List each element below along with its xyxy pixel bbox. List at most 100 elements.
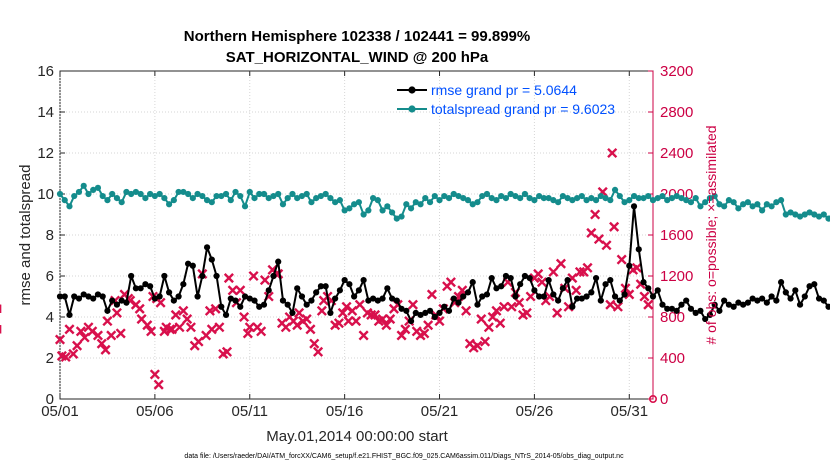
- rmse-point-154: [787, 295, 794, 302]
- obs_assimilated-marker-153: [612, 301, 623, 312]
- totalspread-point-106: [559, 192, 566, 200]
- rmse-point-45: [270, 272, 277, 280]
- rmse-series: [56, 203, 830, 325]
- rmse-point-25: [175, 293, 182, 300]
- obs_assimilated-marker-57: [256, 326, 267, 337]
- obs_assimilated-marker-112-stroke-1: [457, 285, 468, 296]
- totalspread-point-162: [825, 215, 830, 222]
- rmse-point-128: [664, 305, 671, 312]
- rmse-point-16: [132, 285, 140, 292]
- obs_possible_outliers-marker-2-stroke-1: [607, 147, 618, 159]
- totalspread-point-147: [754, 201, 761, 208]
- obs_assimilated-marker-6: [75, 326, 86, 337]
- totalspread-point-133: [687, 199, 695, 206]
- totalspread-point-33: [213, 192, 220, 200]
- obs_possible_outliers-marker-0: [149, 369, 160, 380]
- obs_assimilated-marker-125-stroke-1: [506, 301, 517, 312]
- totalspread-point-24: [170, 197, 177, 204]
- obs_assimilated-marker-5-stroke-1: [72, 340, 83, 351]
- totalspread-point-18: [142, 195, 149, 202]
- rmse-point-133: [687, 305, 695, 312]
- obs_assimilated-marker-54: [244, 322, 255, 333]
- y-tick-label-2: 4: [46, 309, 54, 326]
- obs_possible_outliers-marker-0-stroke-1: [149, 369, 160, 380]
- rmse-point-2: [66, 311, 73, 319]
- obs_assimilated-marker-35: [178, 305, 189, 316]
- obs_assimilated-marker-151: [605, 299, 616, 310]
- totalspread-point-63: [355, 199, 362, 206]
- rmse-point-74: [407, 318, 415, 325]
- right-axis: 0400800120016002000240028003200: [648, 63, 693, 408]
- rmse-point-137: [706, 311, 714, 319]
- totalspread-point-139: [716, 201, 723, 208]
- totalspread-point-138: [711, 192, 718, 200]
- totalspread-point-0: [56, 190, 64, 198]
- obs_assimilated-marker-68-stroke-1: [294, 307, 305, 318]
- totalspread-point-152: [777, 197, 785, 204]
- totalspread-point-25: [175, 188, 182, 196]
- obs_assimilated-marker-113-stroke-1: [461, 305, 472, 316]
- obs_assimilated-marker-156: [624, 289, 635, 300]
- obs_assimilated-marker-142-stroke-1: [571, 285, 582, 296]
- obs_assimilated-marker-96-stroke-1: [396, 330, 407, 341]
- obs_assimilated-marker-119-stroke-1: [483, 322, 494, 333]
- rmse-point-9: [99, 293, 106, 300]
- obs_assimilated-marker-52: [239, 311, 250, 323]
- totalspread-point-144: [740, 201, 747, 208]
- obs_assimilated-marker-113: [461, 305, 472, 316]
- obs_assimilated-marker-34-stroke-1: [174, 322, 185, 333]
- obs_assimilated-marker-89: [369, 309, 381, 320]
- obs_assimilated-marker-47: [221, 346, 233, 357]
- x-tick-label-2: 05/11: [232, 403, 268, 420]
- rmse-point-3: [71, 293, 78, 300]
- obs_assimilated-marker-80-stroke-1: [337, 307, 348, 318]
- obs_assimilated-marker-91: [377, 314, 388, 325]
- rmse-point-96: [512, 293, 519, 300]
- obs_possible_outliers-marker-2: [607, 147, 618, 159]
- rmse-point-13: [118, 297, 125, 304]
- rmse-point-160: [815, 295, 823, 302]
- rmse-point-55: [317, 283, 325, 290]
- obs_assimilated-marker-102-stroke-1: [419, 328, 430, 339]
- rmse-point-11: [109, 297, 116, 304]
- rmse-point-20: [151, 295, 158, 302]
- y-tick-label-1: 2: [46, 350, 54, 367]
- obs_assimilated-marker-160: [639, 291, 650, 302]
- obs_assimilated-marker-97: [400, 324, 411, 335]
- rmse-point-59: [336, 287, 343, 294]
- totalspread-point-105: [555, 199, 562, 206]
- rmse-point-68: [379, 295, 386, 302]
- rmse-point-54: [313, 289, 320, 296]
- rmse-point-42: [256, 303, 263, 310]
- rmse-point-34: [218, 303, 225, 310]
- totalspread-point-134: [692, 195, 699, 202]
- obs_assimilated-marker-28-stroke-1: [155, 297, 166, 308]
- totalspread-point-94: [502, 195, 510, 202]
- rmse-point-120: [626, 262, 633, 269]
- totalspread-point-51: [298, 192, 306, 200]
- obs_assimilated-marker-119: [483, 322, 494, 333]
- obs_assimilated-marker-102: [419, 328, 430, 339]
- obs_assimilated-marker-122-stroke-1: [495, 318, 506, 329]
- chart-subtitle: SAT_HORIZONTAL_WIND @ 200 hPa: [226, 49, 489, 66]
- obs_assimilated-marker-11-stroke-1: [96, 338, 107, 349]
- obs_assimilated-marker-133: [536, 277, 548, 288]
- obs_assimilated-marker-86-stroke-1: [358, 330, 369, 341]
- obs_assimilated-marker-71-stroke-1: [305, 324, 316, 335]
- obs_assimilated-marker-132: [533, 268, 544, 279]
- obs_assimilated-marker-51-stroke-1: [235, 285, 246, 296]
- legend: rmse grand pr = 5.0644 totalspread grand…: [397, 82, 615, 117]
- obs_assimilated-marker-49-stroke-1: [227, 285, 238, 296]
- totalspread-point-64: [360, 211, 367, 218]
- rmse-point-72: [398, 305, 405, 312]
- rmse-point-107: [564, 277, 571, 284]
- rmse-point-152: [777, 279, 785, 286]
- obs_assimilated-marker-10-stroke-1: [92, 330, 104, 341]
- rmse-point-57: [327, 309, 334, 316]
- rmse-point-47: [279, 297, 287, 304]
- rmse-point-19: [147, 283, 154, 290]
- totalspread-point-65: [365, 207, 372, 214]
- obs_assimilated-marker-33: [170, 309, 181, 320]
- rmse-point-61: [346, 281, 353, 288]
- obs_assimilated-marker-57-stroke-1: [256, 326, 267, 337]
